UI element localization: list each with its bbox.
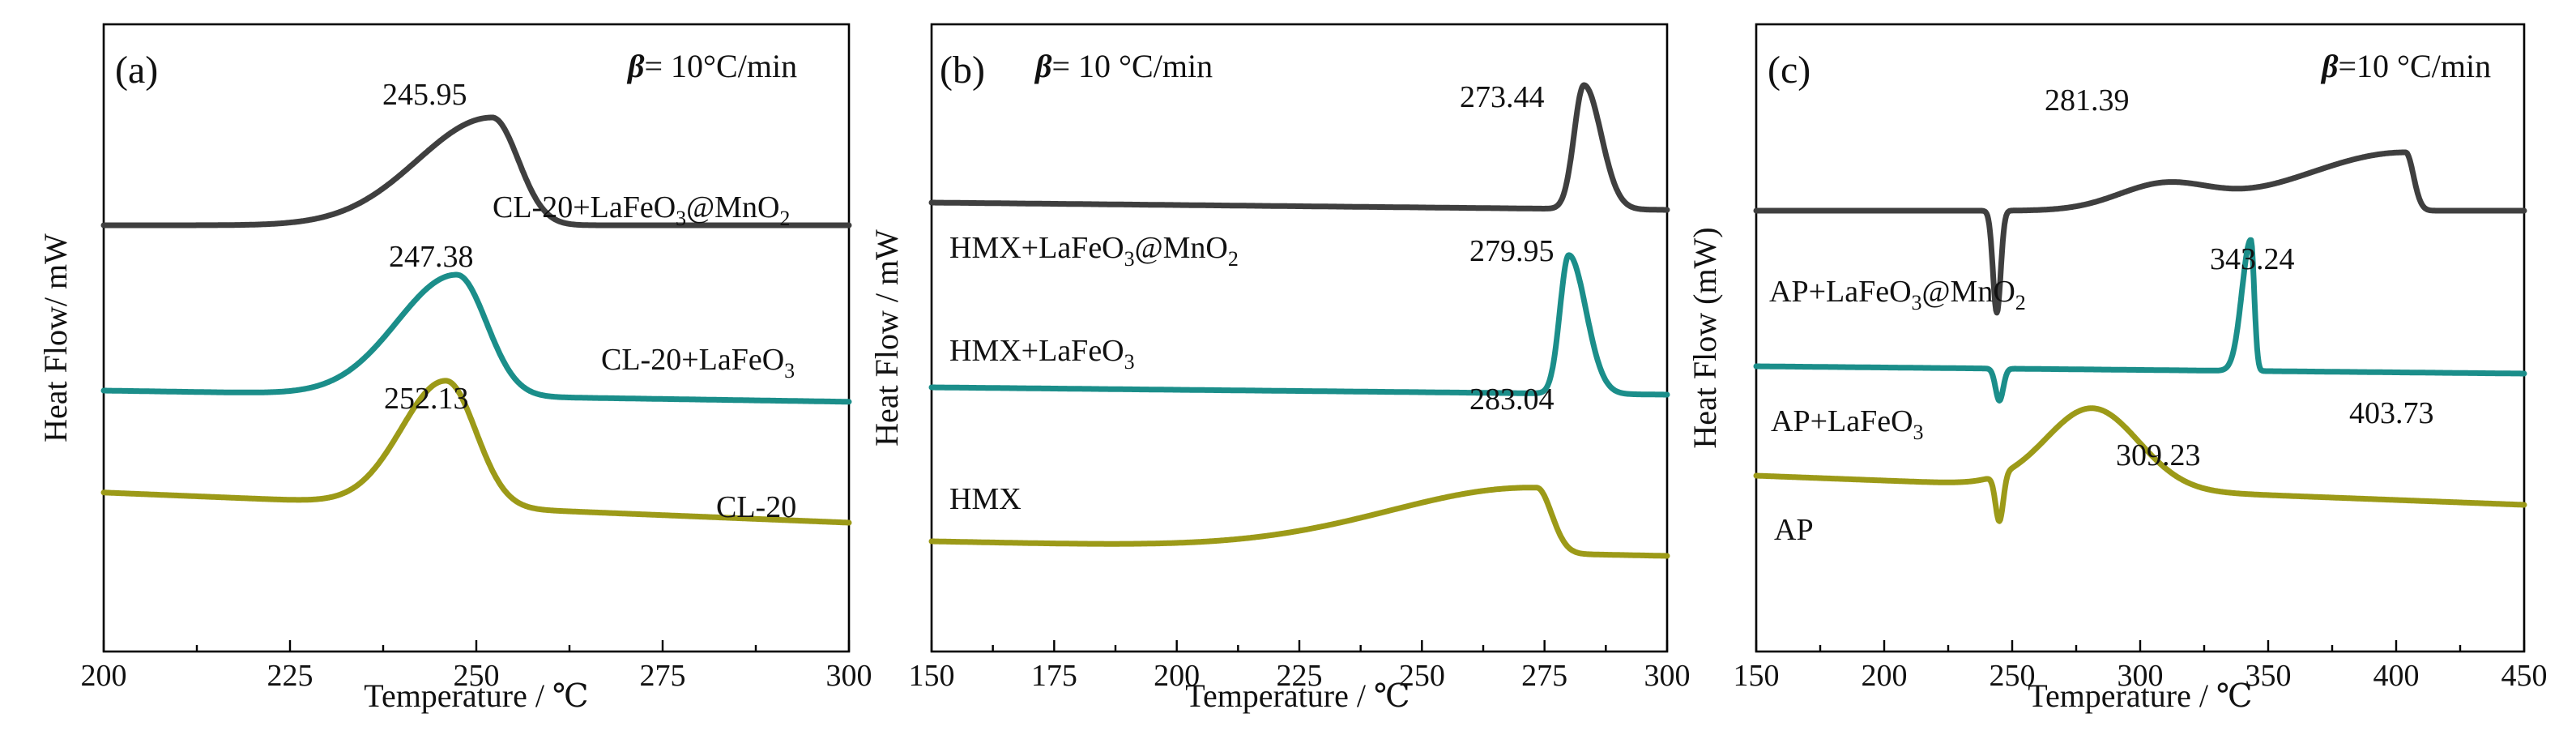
panel-c-series-label-3: AP	[1774, 513, 1814, 547]
panel-b-beta-symbol: β	[1034, 48, 1052, 84]
series-line-ap-lafeo3-mno2	[1753, 405, 2527, 524]
x-tick-label: 300	[2118, 659, 2164, 693]
panel-a-label: (a)	[115, 49, 158, 92]
x-tick-label: 400	[2373, 659, 2420, 693]
panel-a-peak-label-1: 245.95	[382, 78, 467, 112]
panel-b-label: (b)	[940, 49, 985, 92]
panel-a-heating-rate-value: = 10°C/min	[645, 48, 798, 84]
panel-b-x-axis-title: Temperature / ℃	[1185, 677, 1410, 714]
panel-a-series-label-1: CL-20+LaFeO3@MnO2	[493, 190, 790, 230]
panel-b: 150 175 200 225 250 275 300 (b) β= 10 °C/min T…	[868, 23, 1691, 714]
panel-c-peak-label-3: 309.23	[2116, 438, 2201, 472]
panel-a-x-axis-title: Temperature / ℃	[364, 677, 588, 714]
panel-c-series-label-2: AP+LaFeO3	[1771, 404, 1924, 444]
panel-c-x-ticks: 150 200 250 300 350 400 450	[1734, 640, 2548, 693]
panel-a-y-axis-title: Heat Flow/ mW	[37, 233, 74, 442]
panel-c-x-axis-title: Temperature / ℃	[2028, 677, 2252, 714]
panel-b-peak-label-1: 273.44	[1460, 80, 1545, 114]
panel-b-y-axis-title: Heat Flow / mW	[868, 229, 905, 446]
panel-b-peak-label-3: 283.04	[1469, 382, 1555, 417]
panel-a-peak-label-3: 252.13	[384, 382, 469, 416]
panel-a-x-ticks: 200 225 250 275 300	[81, 640, 872, 693]
panel-b-peak-label-2: 279.95	[1469, 234, 1555, 268]
series-line-cl-20-lafeo3-mno2	[100, 378, 852, 526]
panel-a-series-lines	[100, 114, 852, 526]
x-tick-label: 300	[826, 659, 872, 693]
panel-b-series-lines	[928, 82, 1670, 559]
x-tick-label: 225	[1277, 659, 1323, 693]
x-tick-label: 200	[1154, 659, 1200, 693]
panel-c-y-axis-title: Heat Flow (mW)	[1687, 227, 1723, 448]
panel-c-heating-rate-value: =10 °C/min	[2339, 48, 2492, 84]
panel-b-series-label-2: HMX+LaFeO3	[949, 334, 1135, 374]
panel-a-heating-rate: β= 10°C/min	[626, 48, 797, 84]
x-tick-label: 150	[1734, 659, 1780, 693]
series-line-cl-20-lafeo3	[100, 271, 852, 405]
panel-c-series-lines	[1753, 149, 2527, 524]
series-line-hmx-lafeo3	[928, 252, 1670, 398]
panel-b-series-label-1: HMX+LaFeO3@MnO2	[949, 231, 1239, 271]
panel-a-series-label-2: CL-20+LaFeO3	[601, 343, 795, 382]
panel-c-beta-symbol: β	[2320, 48, 2339, 84]
panel-c-peak-label-2: 343.24	[2210, 242, 2295, 276]
x-tick-label: 175	[1031, 659, 1077, 693]
series-line-ap-lafeo3	[1753, 237, 2527, 404]
x-tick-label: 350	[2245, 659, 2292, 693]
x-tick-label: 275	[1521, 659, 1567, 693]
panel-b-x-ticks: 150 175 200 225 250 275 300	[909, 640, 1691, 693]
series-line-ap	[1753, 149, 2527, 316]
x-tick-label: 300	[1644, 659, 1691, 693]
panel-c-series-label-1: AP+LaFeO3@MnO2	[1769, 275, 2026, 314]
panel-a-peak-label-2: 247.38	[389, 240, 474, 274]
panel-b-heating-rate: β= 10 °C/min	[1034, 48, 1213, 84]
x-tick-label: 150	[909, 659, 955, 693]
panel-c-axis-frame	[1755, 23, 2526, 653]
panel-a: 200 225 250 275 300 (a) β= 10°C/min Temperat…	[37, 23, 872, 714]
series-line-hmx-lafeo3-mno2	[928, 485, 1670, 559]
panel-c-peak-label-4: 403.73	[2349, 396, 2434, 430]
x-tick-label: 225	[267, 659, 313, 693]
x-tick-label: 250	[1399, 659, 1445, 693]
panel-c-peak-label-1: 281.39	[2045, 83, 2130, 118]
panel-a-series-label-3: CL-20	[716, 490, 796, 524]
panel-c-label: (c)	[1768, 49, 1810, 92]
x-tick-label: 275	[640, 659, 686, 693]
x-tick-label: 450	[2501, 659, 2548, 693]
panel-c-heating-rate: β=10 °C/min	[2320, 48, 2491, 84]
x-tick-label: 250	[1990, 659, 2036, 693]
panel-a-beta-symbol: β	[626, 48, 645, 84]
x-tick-label: 250	[454, 659, 500, 693]
panel-c: 150 200 250 300 350 400 450 (c) β=10 °C/min Te…	[1687, 23, 2548, 714]
x-tick-label: 200	[81, 659, 127, 693]
x-tick-label: 200	[1862, 659, 1908, 693]
panel-b-heating-rate-value: = 10 °C/min	[1052, 48, 1213, 84]
panel-b-series-label-3: HMX	[949, 482, 1021, 516]
series-line-hmx	[928, 82, 1670, 213]
series-line-cl-20	[100, 114, 852, 229]
